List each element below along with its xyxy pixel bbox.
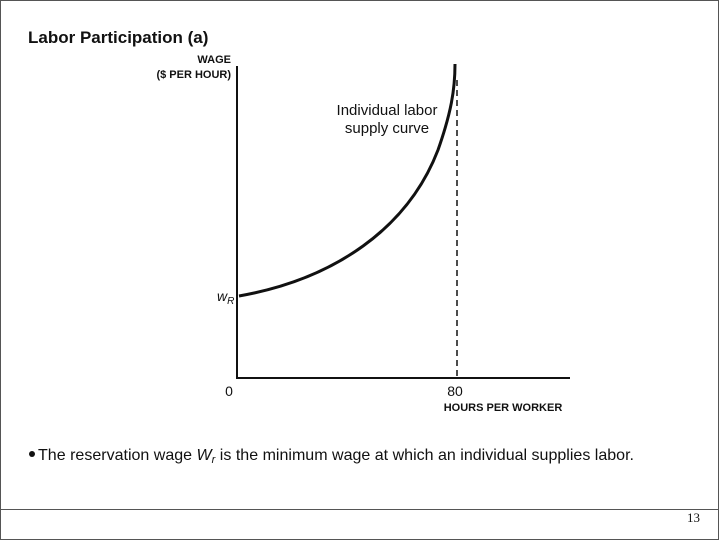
text: is the minimum wage at which an individu… [215,447,634,464]
supply-curve [238,63,457,298]
subscript: R [227,296,234,307]
curve-label: supply curve [345,120,429,137]
bullet-text: The reservation wage Wr is the minimum w… [38,447,634,466]
symbol: W [197,447,214,464]
symbol: w [217,288,228,304]
origin-label: 0 [225,383,233,399]
x-mark-label: 80 [447,383,463,399]
page-number: 13 [687,510,700,525]
slide-title: Labor Participation (a) [28,28,208,47]
text: The reservation wage [38,447,197,464]
subscript: r [212,454,217,466]
reservation-wage-label: wR [217,288,234,307]
bullet-dot [29,451,35,457]
y-axis-label: WAGE [197,54,231,66]
y-axis-label: ($ PER HOUR) [156,69,231,81]
x-axis-label: HOURS PER WORKER [444,402,563,414]
curve-label: Individual labor [337,102,438,119]
